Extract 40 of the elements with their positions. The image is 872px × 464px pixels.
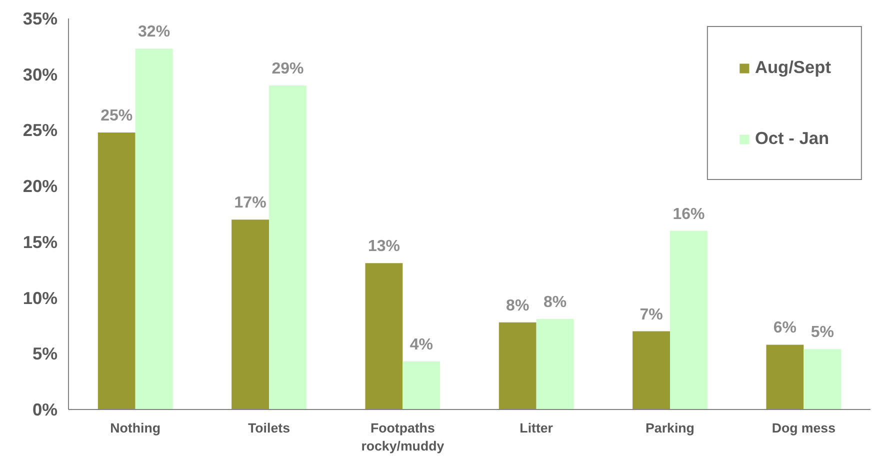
legend-label: Aug/Sept <box>754 57 831 78</box>
data-label: 25% <box>100 107 133 124</box>
data-label: 6% <box>773 320 797 337</box>
bar <box>365 263 403 410</box>
data-label: 4% <box>410 336 433 354</box>
bar <box>670 230 708 410</box>
data-label: 13% <box>368 238 400 256</box>
y-tick-label: 30% <box>22 64 58 84</box>
bar <box>632 331 670 410</box>
y-tick-label: 10% <box>22 288 58 308</box>
y-tick-label: 0% <box>32 400 58 420</box>
x-tick-label: Nothing <box>110 420 161 436</box>
data-label: 5% <box>810 324 834 342</box>
y-tick-label: 35% <box>22 8 58 28</box>
bar <box>804 349 842 410</box>
data-label: 7% <box>640 306 663 324</box>
x-tick-label: Dog mess <box>772 420 836 436</box>
legend-label: Oct - Jan <box>754 128 830 149</box>
data-label: 16% <box>672 206 705 223</box>
bar <box>766 344 804 410</box>
y-tick-label: 25% <box>22 120 58 140</box>
data-label: 29% <box>272 60 304 78</box>
data-label: 17% <box>234 194 266 212</box>
data-label: 32% <box>138 24 170 41</box>
x-tick-label: Footpaths rocky/muddy <box>361 420 445 454</box>
y-tick-label: 20% <box>22 176 58 196</box>
y-tick-label: 5% <box>32 344 58 364</box>
y-tick-label: 15% <box>22 232 58 252</box>
bar <box>402 361 440 410</box>
bar <box>536 319 574 410</box>
bar <box>232 220 269 410</box>
bar <box>498 322 536 410</box>
x-tick-label: Litter <box>520 420 553 436</box>
x-tick-label: Toilets <box>248 420 290 436</box>
bar <box>269 86 306 410</box>
x-tick-label: Parking <box>646 420 694 436</box>
data-label: 8% <box>506 297 530 314</box>
bar <box>98 132 136 410</box>
bar <box>135 48 173 410</box>
data-label: 8% <box>543 294 567 312</box>
